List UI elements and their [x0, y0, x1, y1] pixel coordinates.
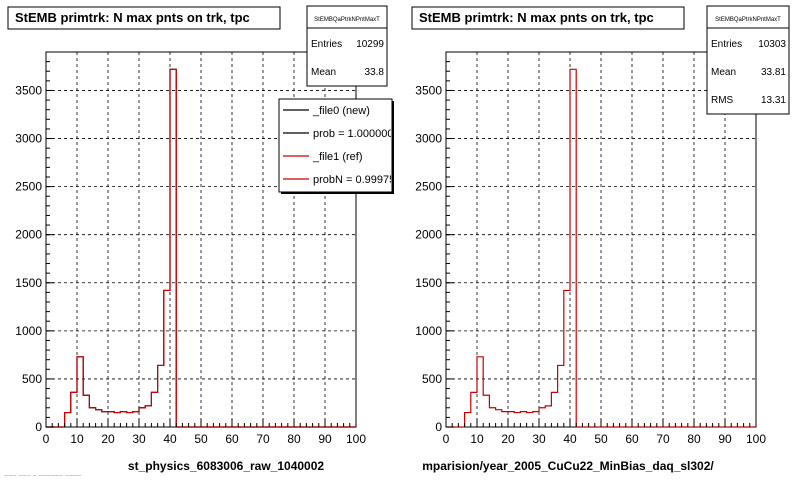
- histogram-series-0: [446, 68, 756, 428]
- legend-label: _file0 (new): [312, 105, 370, 117]
- x-tick-label: 30: [132, 432, 146, 446]
- x-axis-label: mparision/year_2005_CuCu22_MinBias_daq_s…: [422, 459, 714, 473]
- stats-label: Entries: [711, 39, 742, 50]
- histogram-series-1: [46, 68, 356, 428]
- x-tick-label: 40: [163, 432, 177, 446]
- chart-panel-0: 0 10 20 30 40 50 60 70 80 90 100050010001500200025…: [7, 5, 395, 473]
- x-tick-label: 60: [625, 432, 639, 446]
- chart-title: StEMB primtrk: N max pnts on trk, tpc: [419, 10, 654, 25]
- legend-box: [278, 98, 393, 193]
- title-box: [7, 6, 281, 30]
- y-tick-label: 500: [22, 372, 42, 386]
- stats-name: StEMBQaPtrkNPntMaxT: [715, 17, 781, 23]
- y-tick-label: 3500: [15, 83, 42, 97]
- x-tick-label: 70: [256, 432, 270, 446]
- stats-label: RMS: [711, 95, 734, 106]
- x-tick-label: 80: [687, 432, 701, 446]
- x-tick-label: 0: [443, 432, 450, 446]
- y-tick-label: 3000: [15, 132, 42, 146]
- stats-name: StEMBQaPtrkNPntMaxT: [314, 17, 380, 23]
- x-tick-label: 100: [346, 432, 366, 446]
- x-tick-label: 90: [718, 432, 732, 446]
- y-tick-label: 1000: [415, 324, 442, 338]
- stats-box: [306, 5, 388, 87]
- legend-label: prob = 1.000000: [313, 128, 393, 140]
- stats-label: Mean: [311, 67, 336, 78]
- stats-value: 10299: [356, 39, 384, 50]
- y-tick-label: 0: [435, 420, 442, 434]
- x-tick-label: 70: [656, 432, 670, 446]
- x-tick-label: 10: [70, 432, 84, 446]
- x-tick-label: 20: [101, 432, 115, 446]
- x-tick-label: 90: [318, 432, 332, 446]
- stats-label: Mean: [711, 67, 736, 78]
- x-tick-label: 60: [225, 432, 239, 446]
- x-axis-label: st_physics_6083006_raw_1040002: [128, 459, 324, 473]
- stats-label: Entries: [311, 39, 342, 50]
- legend-label: probN = 0.99975: [313, 174, 395, 186]
- y-tick-label: 3500: [415, 83, 442, 97]
- y-tick-label: 3000: [415, 132, 442, 146]
- legend-entries: _file0 (new) prob = 1.000000 _file1 (ref) p…: [283, 105, 395, 186]
- x-tick-label: 30: [532, 432, 546, 446]
- y-tick-label: 2000: [15, 228, 42, 242]
- title-box: [411, 6, 685, 30]
- y-tick-label: 1500: [15, 276, 42, 290]
- x-tick-label: 50: [594, 432, 608, 446]
- stats-value: 33.8: [365, 67, 385, 78]
- y-tick-label: 2000: [415, 228, 442, 242]
- y-tick-label: 500: [422, 372, 442, 386]
- x-tick-label: 0: [43, 432, 50, 446]
- x-tick-label: 40: [563, 432, 577, 446]
- stats-value: 10303: [758, 39, 786, 50]
- legend-label: _file1 (ref): [312, 151, 363, 163]
- stats-value: 13.31: [761, 95, 786, 106]
- chart-panel-1: 0 10 20 30 40 50 60 70 80 90 100050010001500200025…: [411, 5, 790, 473]
- y-tick-label: 1500: [415, 276, 442, 290]
- y-tick-label: 1000: [15, 324, 42, 338]
- chart-title: StEMB primtrk: N max pnts on trk, tpc: [15, 10, 250, 25]
- x-tick-label: 80: [287, 432, 301, 446]
- stats-box: [706, 5, 790, 115]
- x-tick-label: 50: [194, 432, 208, 446]
- footer-text: ~~~ ~~~ ~ ~~~~~~ ~~~~: [4, 473, 81, 480]
- x-tick-label: 100: [746, 432, 766, 446]
- x-tick-label: 20: [501, 432, 515, 446]
- x-tick-label: 10: [470, 432, 484, 446]
- y-tick-label: 2500: [415, 180, 442, 194]
- y-tick-label: 2500: [15, 180, 42, 194]
- y-tick-label: 0: [35, 420, 42, 434]
- stats-value: 33.81: [761, 67, 786, 78]
